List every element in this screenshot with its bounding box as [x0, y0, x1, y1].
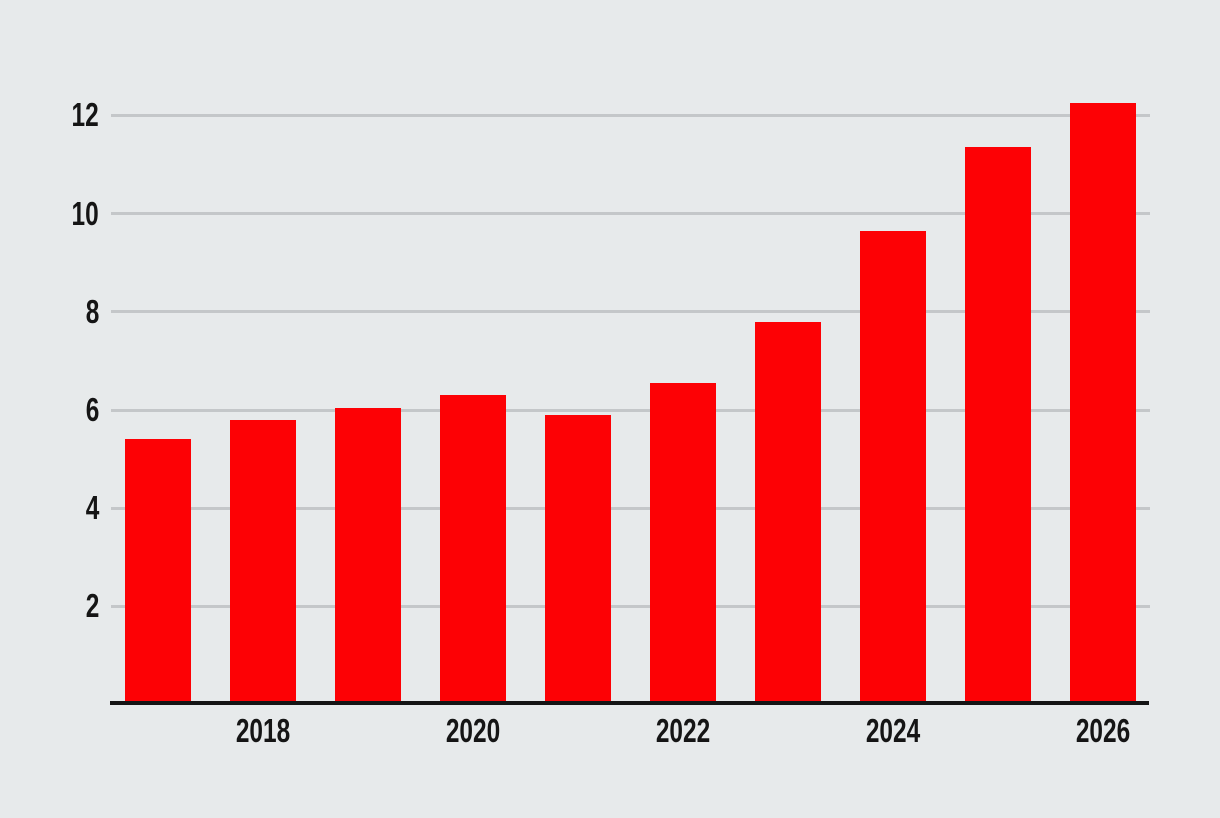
gridline-8: [111, 310, 1150, 314]
bar-2026: [1070, 103, 1136, 702]
gridline-4: [111, 506, 1150, 510]
bar-2025: [965, 147, 1031, 702]
x-tick-label-2022: 2022: [655, 712, 711, 749]
x-tick-label-2018: 2018: [235, 712, 291, 749]
gridline-12: [111, 113, 1150, 117]
x-tick-label-2020: 2020: [445, 712, 501, 749]
bar-2020: [440, 395, 506, 702]
y-tick-label-6: 6: [85, 391, 99, 428]
x-tick-label-2026: 2026: [1075, 712, 1131, 749]
y-tick-label-4: 4: [85, 489, 99, 527]
bar-2023: [755, 321, 821, 702]
gridline-6: [111, 408, 1150, 412]
x-tick-label-2024: 2024: [865, 712, 921, 749]
bar-2019: [335, 407, 401, 702]
bar-2018: [230, 419, 296, 702]
y-tick-label-2: 2: [85, 587, 99, 625]
y-tick-label-8: 8: [85, 292, 99, 330]
gridline-2: [111, 604, 1150, 608]
y-tick-label-10: 10: [71, 194, 99, 232]
gridline-10: [111, 212, 1150, 216]
y-tick-label-12: 12: [71, 96, 99, 134]
bar-2021: [545, 414, 611, 702]
x-axis-line: [110, 701, 1149, 705]
bar-2022: [650, 382, 716, 702]
bar-2024: [860, 230, 926, 702]
bar-2017: [125, 439, 191, 702]
